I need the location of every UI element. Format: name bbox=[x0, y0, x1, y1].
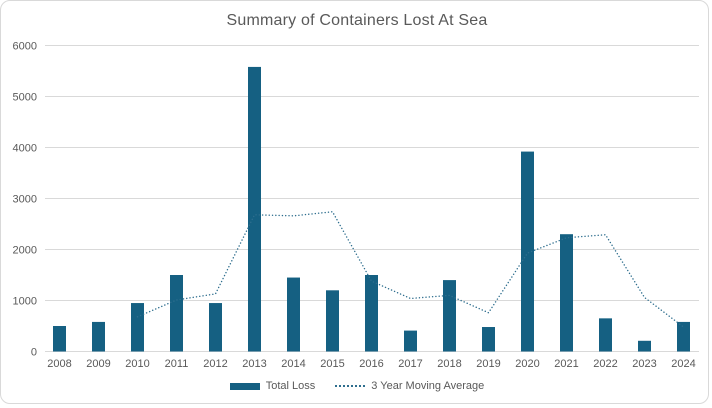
bar-2017 bbox=[404, 330, 417, 352]
bar-2015 bbox=[326, 290, 339, 352]
bar-2014 bbox=[287, 277, 300, 352]
bar-2022 bbox=[599, 318, 612, 352]
bar-2023 bbox=[638, 340, 651, 352]
legend-label-moving-average: 3 Year Moving Average bbox=[371, 380, 485, 392]
x-axis-tick-label: 2008 bbox=[47, 358, 71, 370]
bar-2024 bbox=[677, 321, 690, 352]
bar-2012 bbox=[209, 303, 222, 352]
bar-2019 bbox=[482, 327, 495, 352]
bar-2009 bbox=[92, 321, 105, 352]
x-axis-tick-label: 2012 bbox=[203, 358, 227, 370]
y-axis-tick-label: 2000 bbox=[13, 245, 37, 257]
chart-title: Summary of Containers Lost At Sea bbox=[226, 12, 488, 29]
x-axis-tick-label: 2013 bbox=[242, 358, 266, 370]
bar-2016 bbox=[365, 275, 378, 352]
x-axis-tick-label: 2021 bbox=[554, 358, 578, 370]
y-axis-tick-label: 3000 bbox=[13, 194, 37, 206]
bar-2010 bbox=[131, 303, 144, 352]
bar-2013 bbox=[248, 66, 261, 352]
x-axis-tick-label: 2020 bbox=[515, 358, 539, 370]
bar-2021 bbox=[560, 234, 573, 352]
legend-item-moving-average: 3 Year Moving Average bbox=[335, 380, 484, 392]
bar-2020 bbox=[521, 151, 534, 352]
bar-2011 bbox=[170, 275, 183, 352]
legend-bar-swatch-icon bbox=[229, 382, 260, 390]
x-axis-tick-label: 2010 bbox=[125, 358, 149, 370]
x-axis-tick-label: 2019 bbox=[476, 358, 500, 370]
legend-dotted-line-swatch-icon bbox=[335, 385, 366, 387]
y-axis-tick-label: 1000 bbox=[13, 296, 37, 308]
x-axis-tick-label: 2016 bbox=[359, 358, 383, 370]
bar-2008 bbox=[53, 326, 66, 352]
y-axis-tick-label: 4000 bbox=[13, 143, 37, 155]
y-axis-tick-label: 5000 bbox=[13, 92, 37, 104]
legend-label-total-loss: Total Loss bbox=[265, 380, 316, 392]
legend-item-total-loss: Total Loss bbox=[229, 380, 316, 392]
y-axis-tick-label: 0 bbox=[31, 347, 37, 359]
x-axis-tick-label: 2014 bbox=[281, 358, 305, 370]
x-axis-tick-label: 2011 bbox=[165, 358, 189, 370]
x-axis-tick-label: 2022 bbox=[593, 358, 617, 370]
chart-legend: Total Loss 3 Year Moving Average bbox=[1, 380, 712, 392]
x-axis-tick-label: 2018 bbox=[437, 358, 461, 370]
x-axis-tick-label: 2017 bbox=[398, 358, 422, 370]
x-axis-tick-label: 2024 bbox=[671, 358, 695, 370]
x-axis-tick-label: 2009 bbox=[86, 358, 110, 370]
y-axis-tick-label: 6000 bbox=[13, 41, 37, 53]
x-axis-tick-label: 2023 bbox=[632, 358, 656, 370]
bar-2018 bbox=[443, 280, 456, 352]
x-axis-tick-label: 2015 bbox=[320, 358, 344, 370]
